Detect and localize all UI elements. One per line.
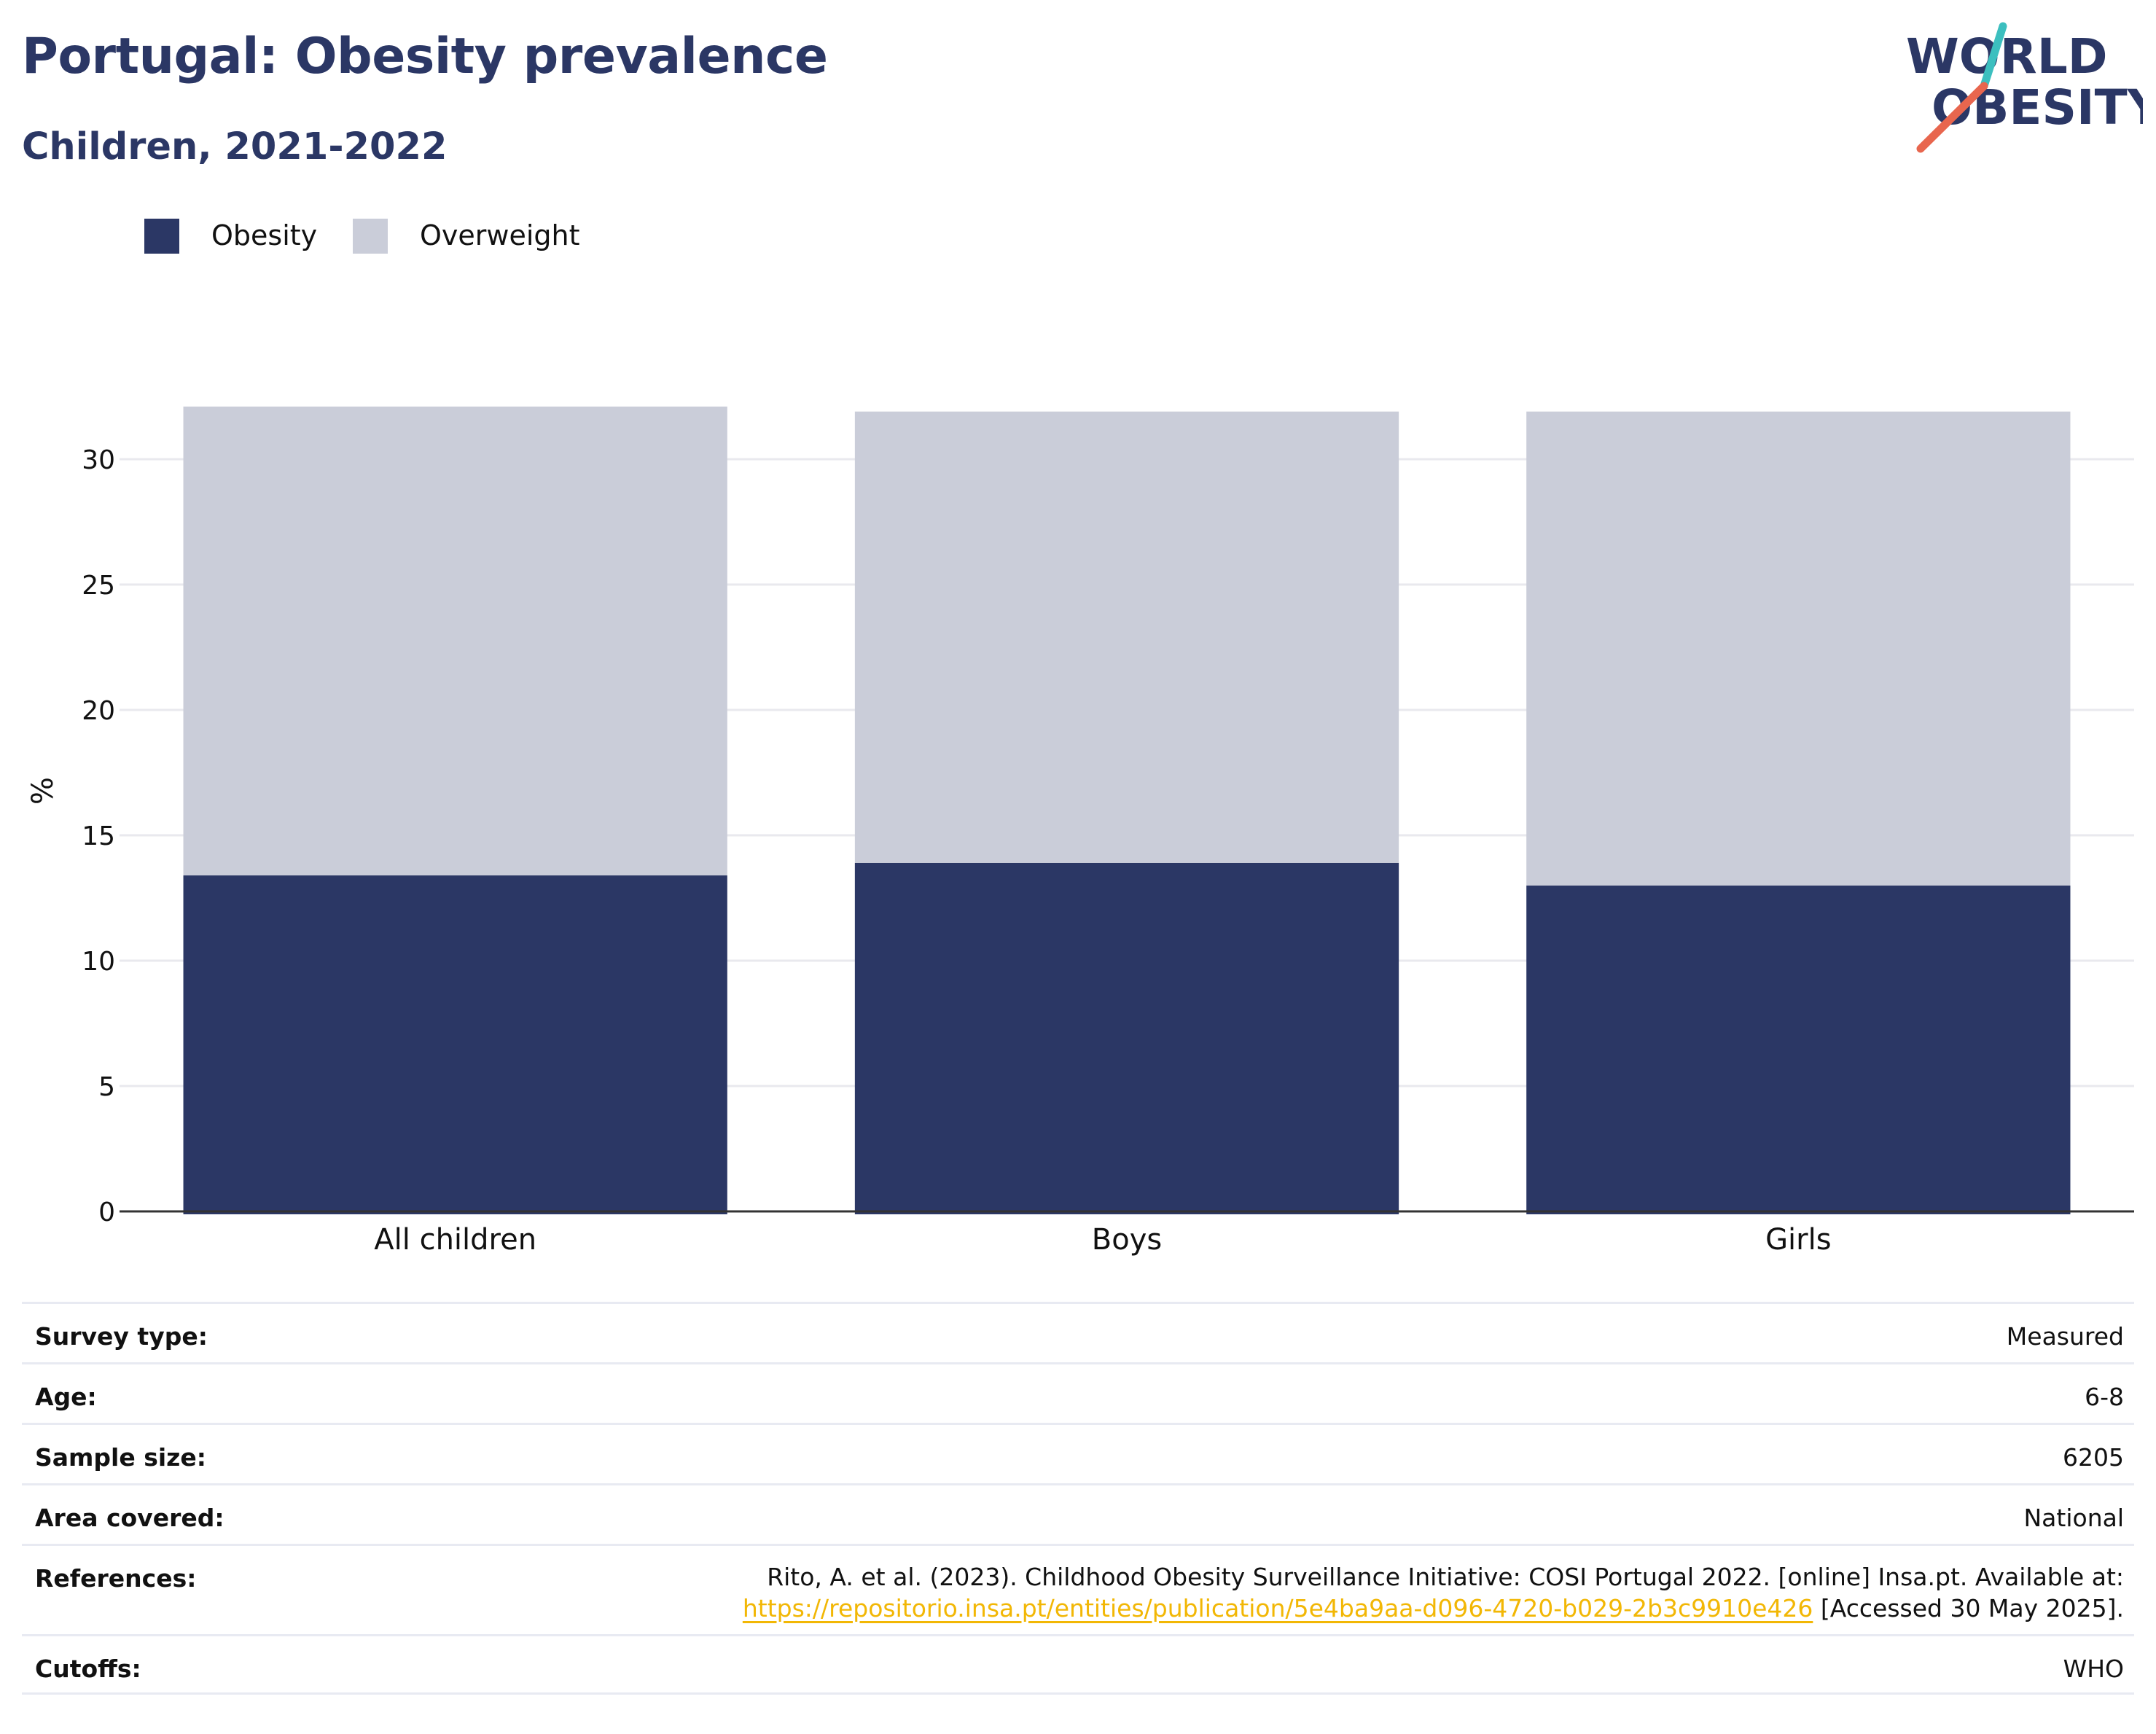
bar-obesity-girls[interactable] (1526, 885, 2071, 1214)
y-axis-title: % (26, 777, 60, 805)
meta-key-references: References: (35, 1564, 197, 1593)
meta-value-area-covered: National (2023, 1504, 2124, 1532)
survey-metadata-table: Survey type: Measured Age: 6-8 Sample si… (22, 1302, 2134, 1695)
logo-slash-coral (1916, 82, 1988, 153)
y-tick-label: 30 (82, 445, 115, 475)
bar-obesity-boys[interactable] (854, 862, 1399, 1214)
bar-overweight-boys[interactable] (854, 411, 1399, 863)
logo-slash-teal (1980, 22, 2007, 90)
chart-subtitle: Children, 2021-2022 (22, 125, 448, 168)
legend-swatch-overweight (353, 219, 388, 254)
meta-key-cutoffs: Cutoffs: (35, 1655, 141, 1683)
meta-row-cutoffs: Cutoffs: WHO (22, 1634, 2134, 1695)
meta-row-area-covered: Area covered: National (22, 1483, 2134, 1544)
y-tick-label: 20 (82, 696, 115, 726)
meta-value-age: 6-8 (2085, 1383, 2124, 1411)
legend-label-obesity: Obesity (211, 219, 318, 251)
meta-key-survey-type: Survey type: (35, 1322, 208, 1351)
bar-overweight-all-children[interactable] (183, 406, 727, 876)
meta-row-survey-type: Survey type: Measured (22, 1302, 2134, 1362)
bars (183, 406, 2071, 1214)
world-obesity-logo: WORLD OBESITY (1906, 22, 2143, 153)
y-tick-label: 25 (82, 571, 115, 601)
legend-label-overweight: Overweight (420, 219, 580, 251)
meta-key-area-covered: Area covered: (35, 1504, 224, 1532)
y-tick-label: 5 (98, 1072, 115, 1102)
meta-key-sample-size: Sample size: (35, 1443, 206, 1472)
reference-link[interactable]: https://repositorio.insa.pt/entities/pub… (742, 1594, 1813, 1622)
meta-key-age: Age: (35, 1383, 97, 1411)
meta-value-cutoffs: WHO (2063, 1655, 2124, 1683)
meta-row-sample-size: Sample size: 6205 (22, 1423, 2134, 1483)
legend-swatch-obesity (144, 219, 179, 254)
x-category-label: Boys (1092, 1223, 1162, 1257)
reference-citation: Rito, A. et al. (2023). Childhood Obesit… (767, 1563, 2124, 1591)
axes: 0 5 10 15 20 25 30 All children Boys Girls (82, 445, 2134, 1257)
chart-title: Portugal: Obesity prevalence (22, 28, 828, 85)
meta-value-survey-type: Measured (2006, 1322, 2124, 1351)
meta-value-sample-size: 6205 (2063, 1443, 2124, 1472)
meta-value-references: Rito, A. et al. (2023). Childhood Obesit… (743, 1561, 2134, 1624)
bar-obesity-all-children[interactable] (183, 875, 727, 1214)
meta-row-age: Age: 6-8 (22, 1362, 2134, 1423)
logo-text-world: WORLD (1906, 28, 2108, 85)
y-tick-label: 0 (98, 1198, 115, 1227)
y-tick-label: 15 (82, 821, 115, 851)
bar-overweight-girls[interactable] (1526, 411, 2071, 886)
x-category-label: Girls (1765, 1223, 1832, 1257)
stacked-bar-chart: 0 5 10 15 20 25 30 All children Boys Girls % (26, 406, 2134, 1257)
x-category-label: All children (374, 1223, 536, 1257)
y-tick-label: 10 (82, 947, 115, 977)
meta-row-references: References: Rito, A. et al. (2023). Chil… (22, 1544, 2134, 1634)
reference-accessed: [Accessed 30 May 2025]. (1813, 1594, 2124, 1622)
